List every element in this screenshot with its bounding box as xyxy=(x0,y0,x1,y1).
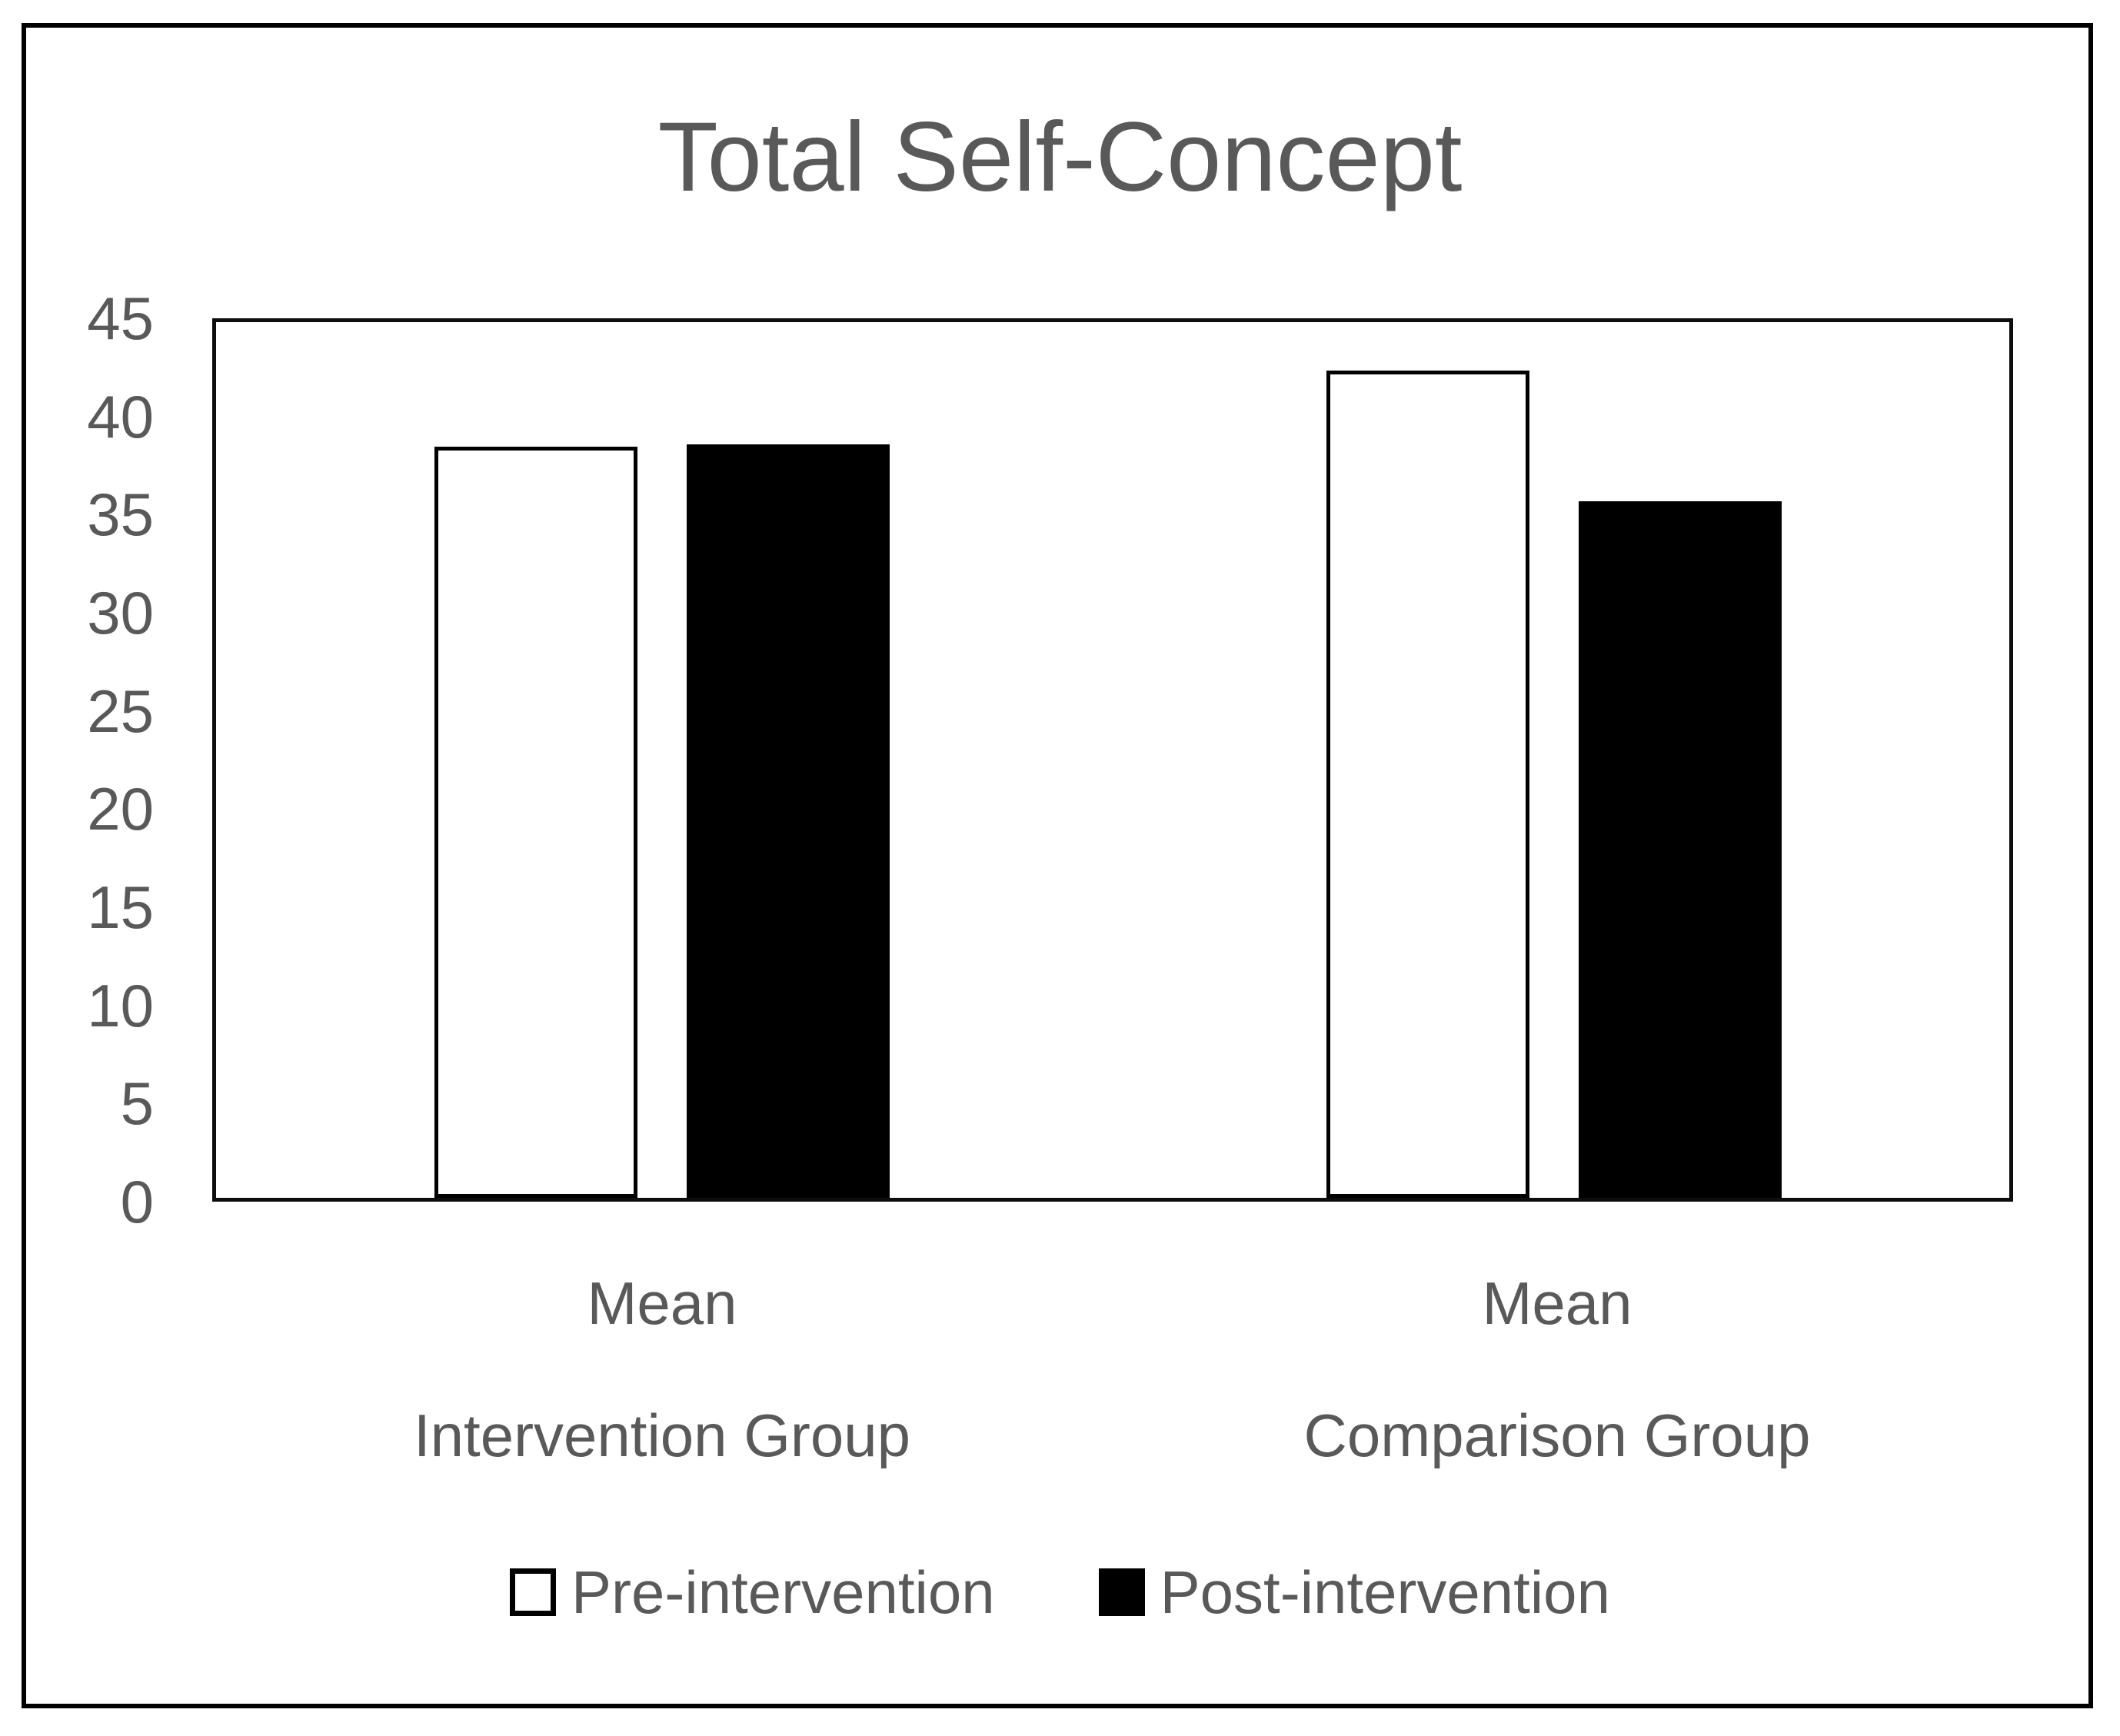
plot-area xyxy=(212,318,2013,1202)
y-tick-label-25: 25 xyxy=(87,677,154,745)
x-label-intervention-group: Mean Intervention Group xyxy=(201,1265,1123,1474)
y-tick-label-45: 45 xyxy=(87,284,154,352)
bar-pre-group-2 xyxy=(1326,371,1529,1198)
legend-label: Pre-intervention xyxy=(571,1558,995,1626)
figure-border xyxy=(22,23,2093,1708)
legend: Pre-intervention Post-intervention xyxy=(0,1559,2120,1625)
y-tick-label-30: 30 xyxy=(87,579,154,647)
bar-pre-group-1 xyxy=(434,447,637,1198)
y-tick-label-10: 10 xyxy=(87,971,154,1039)
bar-post-group-1 xyxy=(687,444,890,1198)
x-label-line-group: Comparison Group xyxy=(1303,1402,1811,1469)
y-tick-label-40: 40 xyxy=(87,382,154,451)
legend-item-pre-intervention: Pre-intervention xyxy=(510,1559,995,1625)
y-tick-label-5: 5 xyxy=(120,1069,154,1138)
y-tick-label-20: 20 xyxy=(87,775,154,843)
x-label-line-mean: Mean xyxy=(587,1269,737,1337)
post-intervention-swatch-icon xyxy=(1098,1568,1145,1616)
y-tick-label-0: 0 xyxy=(120,1168,154,1235)
x-label-line-group: Intervention Group xyxy=(413,1402,911,1469)
legend-label: Post-intervention xyxy=(1160,1558,1610,1626)
y-tick-label-35: 35 xyxy=(87,481,154,549)
pre-intervention-swatch-icon xyxy=(510,1568,557,1616)
chart-title: Total Self-Concept xyxy=(657,102,1463,212)
bar-post-group-2 xyxy=(1579,501,1782,1198)
x-label-comparison-group: Mean Comparison Group xyxy=(1096,1265,2018,1474)
y-tick-label-15: 15 xyxy=(87,873,154,941)
y-axis: 45 40 35 30 25 20 15 10 5 0 xyxy=(0,288,161,1232)
x-label-line-mean: Mean xyxy=(1482,1269,1632,1337)
legend-item-post-intervention: Post-intervention xyxy=(1098,1558,1610,1626)
